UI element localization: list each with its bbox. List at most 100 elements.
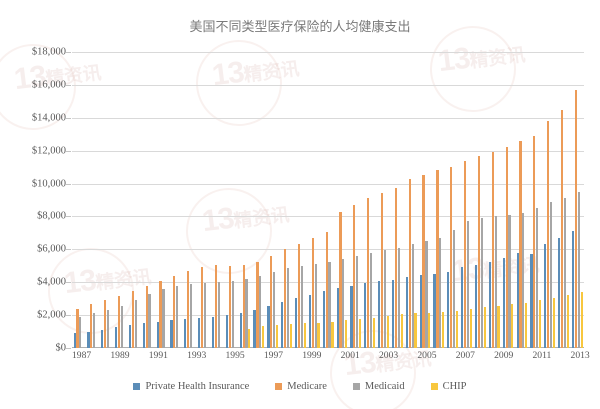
y-axis-tick-label: $18,000 [31,46,66,58]
bar-group [529,52,543,348]
bar [477,155,481,348]
bar [314,264,317,348]
bar [411,243,414,348]
x-axis-tick-label: 1987 [72,350,92,361]
bar [93,313,96,348]
bar-group [390,52,404,348]
bar [453,229,456,348]
chart-title: 美国不同类型医疗保险的人均健康支出 [189,20,411,35]
legend-item-medicaid[interactable]: Medicaid [352,381,405,392]
x-axis-tick-label: 1995 [225,350,245,361]
bar [317,322,320,348]
bar [342,259,345,348]
bar [284,249,287,348]
bar [311,237,314,348]
bar [386,315,389,348]
bar [262,325,265,348]
bar-group [349,52,363,348]
bar-group [307,52,321,348]
bar [173,275,176,348]
y-axis-tick-mark [66,249,71,251]
x-axis-tick-label: 1999 [302,350,322,361]
bar [394,187,397,348]
bar [325,232,328,348]
x-axis-tick-label: 0000 [398,350,417,361]
bar [225,315,228,348]
legend-item-medicare[interactable]: Medicare [275,381,327,392]
bar [566,295,569,348]
bar [359,319,362,348]
x-axis-tick-label: 0000 [475,350,494,361]
bar [450,167,453,348]
bar [308,294,312,348]
bar [120,306,123,348]
bar [502,257,505,348]
bar [483,306,486,348]
bar [571,231,575,348]
bar [190,283,193,348]
bar [425,241,428,348]
bar [538,300,542,348]
bar [414,313,417,348]
bar [536,208,539,348]
bar [350,285,353,348]
bar [442,311,445,348]
bar [228,265,231,348]
y-axis-tick-label: $8,000 [37,210,66,222]
bar-group [487,52,501,348]
bar [480,218,483,348]
legend-item-chip[interactable]: CHIP [430,381,467,392]
bar [516,253,519,348]
bar-group [183,52,197,348]
bar-group [224,52,238,348]
legend-swatch-icon [133,383,141,390]
legend-label: Private Health Insurance [145,381,250,392]
bar [530,254,533,348]
x-axis-tick-label: 2009 [494,350,514,361]
bar [253,309,256,348]
bar [577,191,580,348]
legend-item-private-health-insurance[interactable]: Private Health Insurance [133,381,249,392]
bar [289,324,292,348]
bar [131,291,134,348]
bar-group [501,52,515,348]
bar-group [252,52,266,348]
bar [200,267,204,348]
bar [148,293,151,348]
bar [505,147,508,348]
bar [214,264,218,348]
y-axis-tick-mark [66,216,71,218]
bar [275,324,279,348]
bar [267,306,270,348]
bar-group [335,52,349,348]
bar [101,329,104,348]
bar-group [197,52,211,348]
y-axis-tick-mark [66,117,71,119]
bar [115,327,118,348]
bar [563,198,566,348]
gridline [72,216,584,218]
bar [383,250,387,348]
x-axis-labels: 1987000019890000199100001993000019950000… [72,350,590,361]
y-axis-tick-label: $2,000 [37,309,66,321]
x-axis-tick-label: 2007 [455,350,475,361]
bar [391,279,395,348]
bar-group [570,52,584,348]
bar [508,214,511,348]
bar [248,329,251,348]
bar [303,323,306,348]
bar [128,325,132,348]
bar [90,304,93,348]
bar [345,320,348,348]
x-axis-tick-label: 0000 [437,350,456,361]
bar [156,321,159,348]
bar-group [460,52,474,348]
bar [104,300,107,348]
bar-groups [72,52,584,348]
bar [405,277,408,348]
bar-group [321,52,335,348]
gridline [72,117,584,119]
bar [184,319,187,348]
bar [322,291,325,348]
bar [245,278,248,348]
